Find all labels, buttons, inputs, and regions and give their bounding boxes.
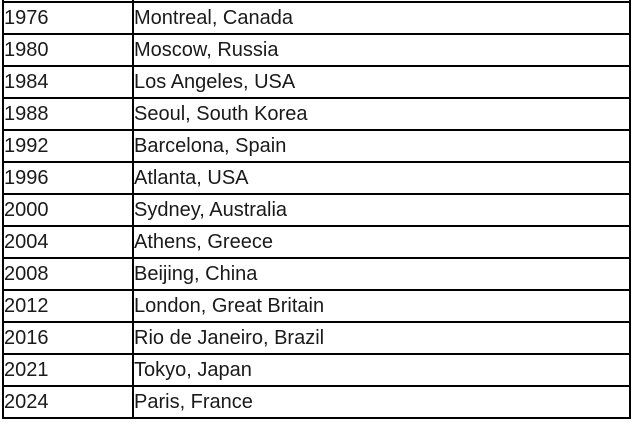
host-cell: Moscow, Russia xyxy=(132,33,631,67)
year-cell: 2000 xyxy=(2,193,134,227)
table-row: 1984 Los Angeles, USA xyxy=(2,65,631,99)
olympic-host-table: 1976 Montreal, Canada 1980 Moscow, Russi… xyxy=(2,0,631,419)
table-row: 2000 Sydney, Australia xyxy=(2,193,631,227)
host-cell: Atlanta, USA xyxy=(132,161,631,195)
host-cell: Montreal, Canada xyxy=(132,1,631,35)
year-cell: 2016 xyxy=(2,321,134,355)
table-row: 2016 Rio de Janeiro, Brazil xyxy=(2,321,631,355)
table-row: 2024 Paris, France xyxy=(2,385,631,419)
table-row: 1976 Montreal, Canada xyxy=(2,1,631,35)
table-row: 1980 Moscow, Russia xyxy=(2,33,631,67)
year-cell: 1980 xyxy=(2,33,134,67)
year-cell: 1984 xyxy=(2,65,134,99)
host-cell: Barcelona, Spain xyxy=(132,129,631,163)
year-cell: 1996 xyxy=(2,161,134,195)
table-row: 2004 Athens, Greece xyxy=(2,225,631,259)
year-cell: 2024 xyxy=(2,385,134,419)
table-row: 2021 Tokyo, Japan xyxy=(2,353,631,387)
year-cell: 2021 xyxy=(2,353,134,387)
table-row: 1992 Barcelona, Spain xyxy=(2,129,631,163)
host-cell: London, Great Britain xyxy=(132,289,631,323)
host-cell: Tokyo, Japan xyxy=(132,353,631,387)
table-row: 1996 Atlanta, USA xyxy=(2,161,631,195)
host-cell: Seoul, South Korea xyxy=(132,97,631,131)
year-cell: 2012 xyxy=(2,289,134,323)
host-cell: Beijing, China xyxy=(132,257,631,291)
table-row: 2012 London, Great Britain xyxy=(2,289,631,323)
table-row: 1988 Seoul, South Korea xyxy=(2,97,631,131)
table-row: 2008 Beijing, China xyxy=(2,257,631,291)
year-cell: 1992 xyxy=(2,129,134,163)
year-cell: 1988 xyxy=(2,97,134,131)
host-cell: Rio de Janeiro, Brazil xyxy=(132,321,631,355)
year-cell: 2004 xyxy=(2,225,134,259)
host-cell: Athens, Greece xyxy=(132,225,631,259)
year-cell: 1976 xyxy=(2,1,134,35)
host-cell: Sydney, Australia xyxy=(132,193,631,227)
host-cell: Los Angeles, USA xyxy=(132,65,631,99)
year-cell: 2008 xyxy=(2,257,134,291)
host-cell: Paris, France xyxy=(132,385,631,419)
